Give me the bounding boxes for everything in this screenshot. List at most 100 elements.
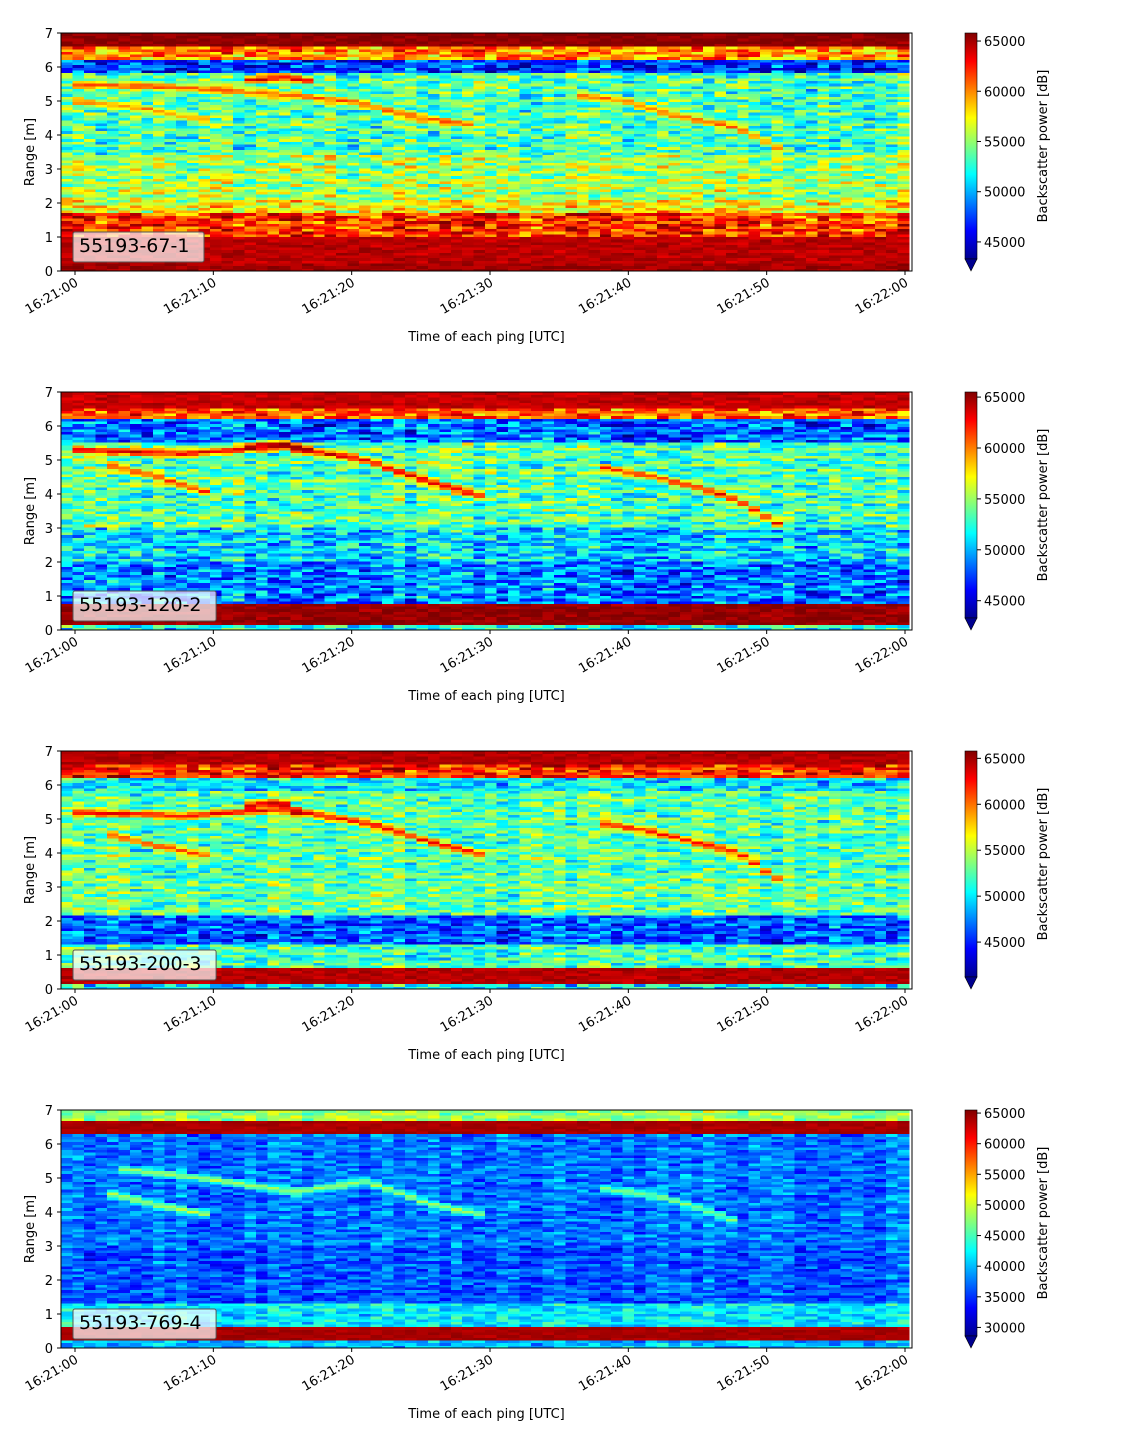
heatmap-cell bbox=[325, 139, 337, 142]
heatmap-cell bbox=[267, 38, 279, 41]
heatmap-cell bbox=[439, 102, 451, 105]
heatmap-cell bbox=[336, 231, 348, 234]
heatmap-cell bbox=[73, 49, 85, 52]
heatmap-cell bbox=[439, 44, 451, 47]
heatmap-cell bbox=[153, 218, 165, 221]
heatmap-cell bbox=[462, 160, 474, 163]
heatmap-cell bbox=[611, 168, 623, 171]
heatmap-cell bbox=[657, 192, 669, 195]
heatmap-cell bbox=[359, 252, 371, 255]
heatmap-cell bbox=[393, 168, 405, 171]
heatmap-cell bbox=[84, 112, 96, 115]
heatmap-cell bbox=[164, 157, 176, 160]
heatmap-cell bbox=[565, 136, 577, 139]
heatmap-cell bbox=[497, 152, 509, 155]
heatmap-cell bbox=[267, 250, 279, 253]
heatmap-cell bbox=[691, 247, 703, 250]
heatmap-cell bbox=[565, 213, 577, 216]
heatmap-cell bbox=[313, 81, 325, 84]
heatmap-cell bbox=[439, 173, 451, 176]
heatmap-cell bbox=[359, 223, 371, 226]
heatmap-cell bbox=[577, 38, 589, 41]
heatmap-cell bbox=[359, 260, 371, 263]
heatmap-cell bbox=[588, 226, 600, 229]
heatmap-cell bbox=[96, 123, 108, 126]
heatmap-cell bbox=[279, 237, 291, 240]
heatmap-cell bbox=[485, 184, 497, 187]
heatmap-cell bbox=[118, 59, 130, 62]
heatmap-cell bbox=[634, 165, 646, 168]
heatmap-cell bbox=[565, 205, 577, 208]
heatmap-cell bbox=[210, 136, 222, 139]
heatmap-cell bbox=[531, 123, 543, 126]
heatmap-cell bbox=[542, 126, 554, 129]
heatmap-cell bbox=[485, 52, 497, 55]
heatmap-cell bbox=[256, 59, 268, 62]
heatmap-cell bbox=[565, 104, 577, 107]
heatmap-cell bbox=[497, 184, 509, 187]
heatmap-cell bbox=[313, 252, 325, 255]
heatmap-cell bbox=[382, 218, 394, 221]
heatmap-cell bbox=[542, 208, 554, 211]
heatmap-cell bbox=[245, 144, 257, 147]
heatmap-cell bbox=[313, 255, 325, 258]
heatmap-cell bbox=[520, 99, 532, 102]
heatmap-cell bbox=[313, 57, 325, 60]
heatmap-cell bbox=[646, 107, 658, 110]
heatmap-cell bbox=[130, 229, 142, 232]
heatmap-cell bbox=[256, 205, 268, 208]
heatmap-cell bbox=[382, 178, 394, 181]
heatmap-cell bbox=[61, 59, 73, 62]
heatmap-cell bbox=[290, 89, 302, 92]
heatmap-cell bbox=[393, 266, 405, 269]
heatmap-cell bbox=[222, 54, 234, 57]
heatmap-cell bbox=[199, 46, 211, 49]
heatmap-cell bbox=[84, 197, 96, 200]
heatmap-cell bbox=[153, 165, 165, 168]
heatmap-cell bbox=[73, 46, 85, 49]
heatmap-cell bbox=[520, 173, 532, 176]
heatmap-cell bbox=[313, 157, 325, 160]
heatmap-cell bbox=[313, 202, 325, 205]
heatmap-cell bbox=[153, 202, 165, 205]
heatmap-cell bbox=[96, 157, 108, 160]
heatmap-cell bbox=[565, 86, 577, 89]
heatmap-cell bbox=[313, 229, 325, 232]
heatmap-cell bbox=[222, 213, 234, 216]
heatmap-cell bbox=[199, 52, 211, 55]
heatmap-cell bbox=[646, 213, 658, 216]
heatmap-cell bbox=[485, 65, 497, 68]
heatmap-cell bbox=[508, 186, 520, 189]
heatmap-cell bbox=[577, 160, 589, 163]
heatmap-cell bbox=[96, 89, 108, 92]
heatmap-cell bbox=[222, 234, 234, 237]
heatmap-cell bbox=[646, 155, 658, 158]
heatmap-cell bbox=[73, 149, 85, 152]
heatmap-cell bbox=[542, 52, 554, 55]
heatmap-cell bbox=[382, 102, 394, 105]
heatmap-cell bbox=[439, 258, 451, 261]
heatmap-cell bbox=[554, 46, 566, 49]
heatmap-cell bbox=[451, 49, 463, 52]
heatmap-cell bbox=[73, 131, 85, 134]
heatmap-cell bbox=[646, 205, 658, 208]
heatmap-cell bbox=[336, 67, 348, 70]
heatmap-cell bbox=[439, 89, 451, 92]
heatmap-cell bbox=[669, 136, 681, 139]
heatmap-cell bbox=[210, 44, 222, 47]
heatmap-cell bbox=[565, 208, 577, 211]
heatmap-cell bbox=[405, 255, 417, 258]
heatmap-cell bbox=[187, 131, 199, 134]
heatmap-cell bbox=[565, 255, 577, 258]
heatmap-cell bbox=[588, 57, 600, 60]
heatmap-cell bbox=[279, 52, 291, 55]
heatmap-cell bbox=[439, 112, 451, 115]
heatmap-cell bbox=[588, 245, 600, 248]
heatmap-cell bbox=[577, 41, 589, 44]
heatmap-cell bbox=[565, 176, 577, 179]
heatmap-cell bbox=[233, 96, 245, 99]
heatmap-cell bbox=[210, 65, 222, 68]
heatmap-cell bbox=[348, 112, 360, 115]
heatmap-cell bbox=[359, 210, 371, 213]
heatmap-cell bbox=[600, 99, 612, 102]
